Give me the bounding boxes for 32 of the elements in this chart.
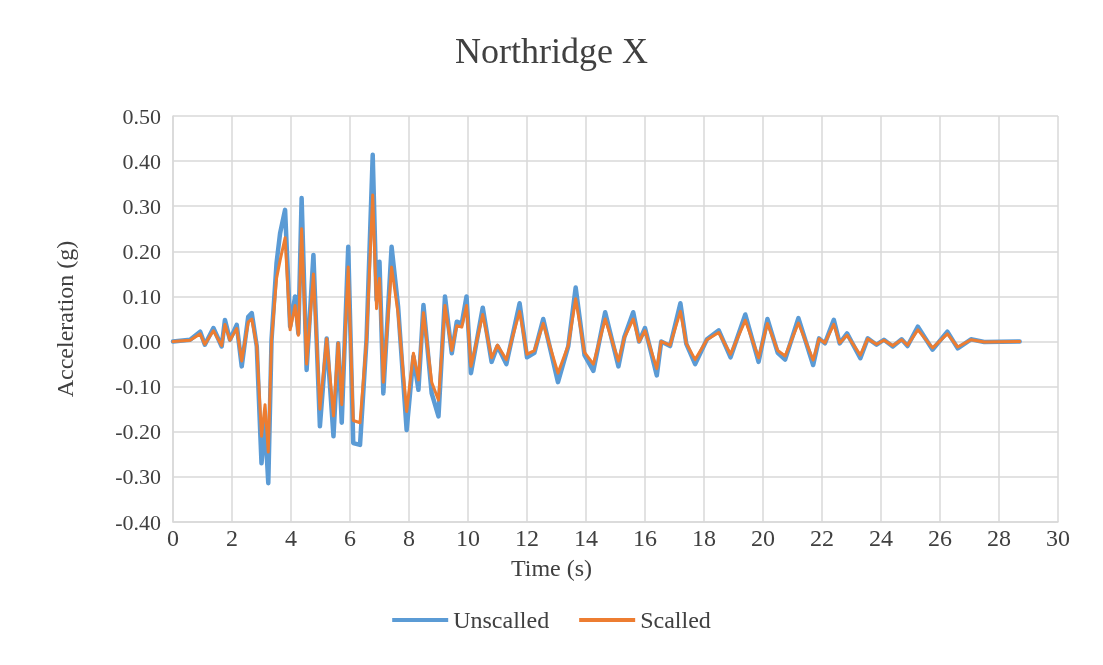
y-tick-label: 0.20 [122,238,161,264]
legend-label: Unscalled [453,607,550,633]
y-tick-label: -0.20 [115,419,161,445]
y-tick-label: 0.30 [122,193,161,219]
y-tick-label: 0.50 [122,103,161,129]
x-tick-label: 30 [1046,525,1070,551]
x-tick-label: 10 [456,525,480,551]
x-tick-label: 20 [751,525,775,551]
x-tick-label: 4 [285,525,297,551]
x-tick-label: 0 [167,525,179,551]
x-axis-title: Time (s) [510,555,593,581]
x-tick-label: 16 [633,525,657,551]
y-tick-label: 0.00 [122,329,161,355]
x-tick-label: 14 [574,525,598,551]
x-tick-label: 12 [515,525,539,551]
line-series [171,193,1022,454]
y-tick-label: -0.40 [115,509,161,535]
x-tick-label: 22 [810,525,834,551]
x-tick-label: 8 [403,525,415,551]
y-axis-title: Acceleration (g) [52,240,78,398]
y-tick-label: -0.30 [115,464,161,490]
x-tick-label: 24 [869,525,893,551]
x-tick-label: 28 [987,525,1011,551]
legend-label: Scalled [640,607,711,633]
y-tick-label: 0.10 [122,283,161,309]
chart-title: Northridge X [455,31,648,71]
x-tick-label: 26 [928,525,952,551]
x-tick-label: 2 [226,525,238,551]
y-tick-label: 0.40 [122,148,161,174]
x-tick-label: 6 [344,525,356,551]
x-tick-label: 18 [692,525,716,551]
y-tick-label: -0.10 [115,374,161,400]
